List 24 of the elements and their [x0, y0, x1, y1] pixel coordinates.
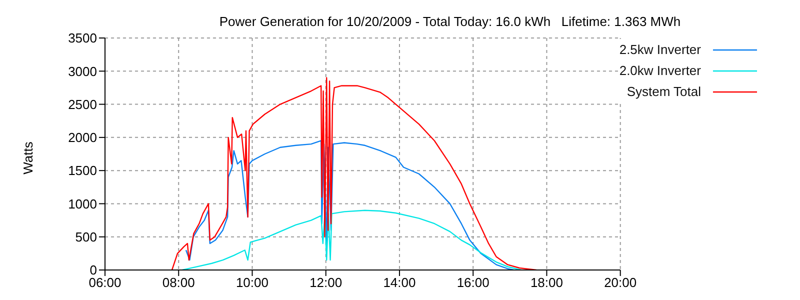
y-tick-label: 0 [90, 262, 97, 278]
y-tick-label: 500 [75, 229, 97, 244]
y-tick-label: 3500 [68, 30, 97, 46]
line-series [171, 77, 538, 270]
x-tick-label: 06:00 [88, 275, 122, 290]
x-tick-label: 20:00 [604, 275, 637, 290]
y-tick-label: 3000 [68, 64, 97, 79]
x-tick-label: 16:00 [456, 275, 490, 290]
line-series [182, 210, 522, 270]
x-tick-label: 18:00 [530, 275, 563, 290]
chart-title: Power Generation for 10/20/2009 - Total Today: 16.0 kWh Lifetime: 1.363 MWh [218, 14, 682, 29]
y-tick-label: 2500 [68, 96, 97, 112]
y-tick-label: 2000 [68, 130, 97, 146]
legend-label: 2.0kw Inverter [619, 63, 701, 78]
legend-label: 2.5kw Inverter [619, 42, 701, 57]
legend-label: System Total [626, 84, 701, 99]
x-tick-label: 12:00 [310, 275, 342, 290]
x-tick-label: 14:00 [383, 275, 416, 290]
y-tick-label: 1000 [68, 196, 97, 212]
line-series [185, 140, 514, 270]
y-tick-label: 1500 [68, 163, 97, 178]
x-tick-label: 08:00 [162, 275, 195, 290]
y-axis-title: Watts [20, 142, 36, 174]
x-tick-label: 10:00 [236, 275, 269, 290]
